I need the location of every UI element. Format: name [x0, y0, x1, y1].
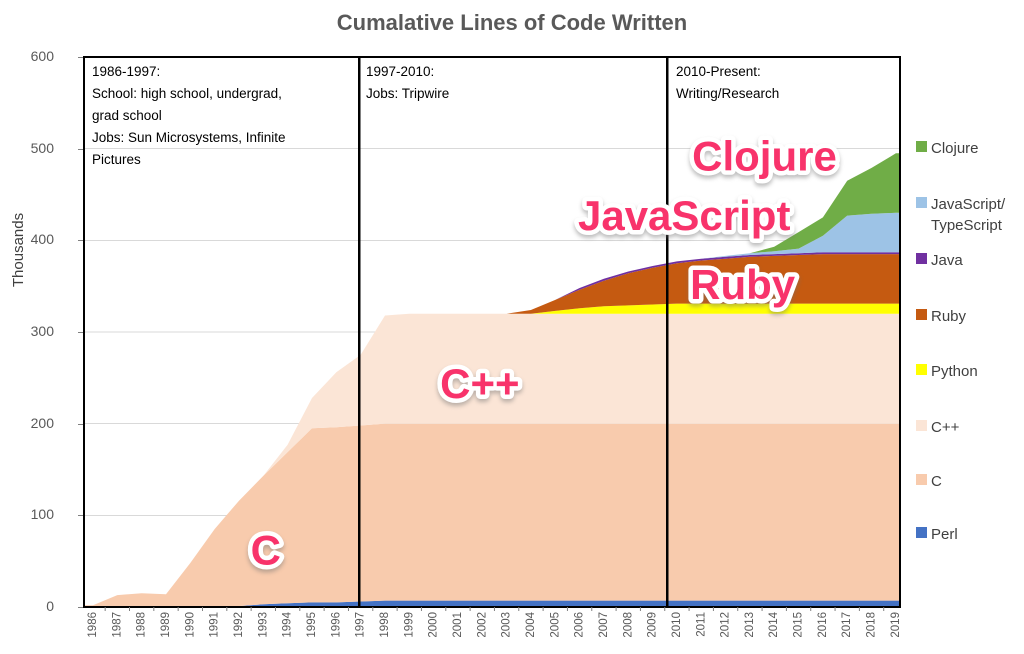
period-note-0: 1986-1997: School: high school, undergra…	[92, 64, 286, 167]
x-label-1992: 1992	[233, 612, 245, 638]
x-label-2009: 2009	[647, 612, 659, 638]
legend-label: Clojure	[931, 140, 979, 157]
x-label-2016: 2016	[817, 612, 829, 638]
legend-swatch-icon	[916, 364, 927, 375]
legend-label: Java	[931, 252, 963, 269]
x-label-2008: 2008	[622, 612, 634, 638]
x-label-2010: 2010	[671, 612, 683, 638]
x-label-1991: 1991	[209, 612, 221, 638]
x-label-1998: 1998	[379, 612, 391, 638]
series-callout-C++: C++	[440, 360, 519, 407]
x-label-2007: 2007	[598, 612, 610, 638]
x-label-1995: 1995	[306, 612, 318, 638]
x-label-2006: 2006	[574, 612, 586, 638]
x-label-2018: 2018	[866, 612, 878, 638]
plot-area: C C++ Ruby JavaScript Clojure	[83, 56, 901, 608]
y-label-0: 0	[46, 598, 54, 614]
legend-swatch-icon	[916, 197, 927, 208]
legend-item-Clojure: Clojure	[916, 138, 979, 159]
x-label-2001: 2001	[452, 612, 464, 638]
x-label-1989: 1989	[160, 612, 172, 638]
y-label-600: 600	[30, 48, 54, 64]
y-tickmark	[78, 148, 84, 150]
x-label-1994: 1994	[282, 611, 294, 637]
period-note-1: 1997-2010: Jobs: Tripwire	[366, 64, 450, 101]
legend-label: Ruby	[931, 308, 967, 325]
legend-swatch-icon	[916, 527, 927, 538]
x-label-1997: 1997	[355, 612, 367, 638]
x-label-1986: 1986	[87, 612, 99, 638]
y-tickmark	[78, 332, 84, 333]
legend-item-Ruby: Ruby	[916, 306, 966, 327]
x-label-2015: 2015	[793, 612, 805, 638]
x-label-2014: 2014	[768, 611, 780, 637]
area-Ruby	[84, 254, 900, 606]
area-Perl	[84, 600, 900, 607]
x-label-2005: 2005	[549, 612, 561, 638]
legend-item-Java: Java	[916, 250, 963, 271]
chart-title: Cumalative Lines of Code Written	[336, 10, 688, 35]
legend-item-Python: Python	[916, 361, 978, 382]
series-callout-JavaScript: JavaScript	[578, 192, 790, 239]
legend-label: C	[931, 473, 942, 490]
legend-label: JavaScript/ TypeScript	[931, 196, 1006, 234]
x-label-1990: 1990	[184, 612, 196, 638]
x-label-2013: 2013	[744, 612, 756, 638]
y-tickmark	[78, 423, 84, 425]
legend-swatch-icon	[916, 474, 927, 485]
legend-item-C-: C++	[916, 417, 959, 438]
legend-swatch-icon	[916, 309, 927, 320]
x-label-1996: 1996	[330, 612, 342, 638]
y-label-300: 300	[30, 323, 54, 339]
x-label-2019: 2019	[890, 612, 902, 638]
legend-swatch-icon	[916, 420, 927, 431]
y-label-200: 200	[30, 414, 54, 431]
area-C++	[84, 313, 900, 606]
series-callout-Clojure: Clojure	[692, 133, 837, 180]
y-tickmark	[78, 240, 84, 242]
x-label-1988: 1988	[136, 612, 148, 638]
legend-label: Python	[931, 363, 978, 380]
y-label-400: 400	[30, 231, 54, 248]
period-note-2: 2010-Present: Writing/Research	[676, 64, 780, 101]
plot-border	[83, 56, 901, 608]
area-C	[84, 423, 900, 607]
y-label-500: 500	[30, 139, 54, 156]
y-tickmark	[78, 607, 84, 608]
x-label-2017: 2017	[841, 612, 853, 638]
y-tickmark	[78, 515, 84, 517]
legend-item-JavaScript-: JavaScript/ TypeScript	[916, 194, 1005, 236]
x-label-2004: 2004	[525, 611, 537, 637]
x-label-1993: 1993	[257, 612, 269, 638]
legend-swatch-icon	[916, 141, 927, 152]
y-tickmark	[78, 57, 84, 58]
x-axis: 1986 1987 1988 1989 1990 1991 1992 1993 1994 1995…	[87, 607, 902, 638]
x-label-2002: 2002	[476, 612, 488, 638]
legend-label: C++	[931, 419, 960, 436]
y-label-100: 100	[30, 506, 54, 523]
x-label-2012: 2012	[720, 612, 732, 638]
legend-swatch-icon	[916, 253, 927, 264]
y-axis-title: Thousands	[10, 212, 27, 288]
x-label-2011: 2011	[695, 612, 707, 637]
x-label-2003: 2003	[501, 612, 513, 638]
x-label-2000: 2000	[428, 612, 440, 638]
legend-item-C: C	[916, 471, 942, 492]
x-label-1999: 1999	[403, 612, 415, 638]
series-callout-C: C	[251, 527, 281, 574]
legend-label: Perl	[931, 526, 958, 543]
legend-item-Perl: Perl	[916, 524, 958, 545]
series-callout-Ruby: Ruby	[690, 261, 796, 308]
x-label-1987: 1987	[111, 612, 123, 638]
area-JavaScript/TypeScript	[84, 212, 900, 606]
